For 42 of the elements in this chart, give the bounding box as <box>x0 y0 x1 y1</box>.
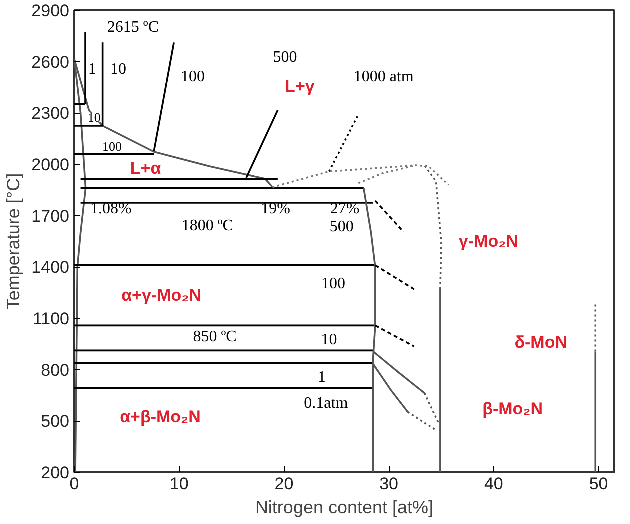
y-tick-label: 2600 <box>32 52 70 72</box>
annotation: α+γ-Mo₂N <box>122 286 202 306</box>
annotation: 500 <box>330 218 354 236</box>
annotation: γ-Mo₂N <box>458 232 518 251</box>
y-tick-label: 2900 <box>32 2 70 20</box>
x-axis-title: Nitrogen content [at%] <box>255 498 434 518</box>
y-tick-label: 1700 <box>32 206 70 226</box>
y-tick-label: 2000 <box>32 156 70 174</box>
annotation: 100 <box>321 276 346 293</box>
annotation: 100 <box>102 139 122 154</box>
y-tick-label: 1400 <box>32 258 70 278</box>
annotation: 1000 atm <box>354 68 414 86</box>
annotation: 1800 ºC <box>182 218 234 235</box>
annotation: 2615 ºC <box>107 19 160 36</box>
annotation: β-Mo₂N <box>482 400 544 419</box>
annotation: 1.08% <box>90 200 132 218</box>
annotation: α+β-Mo₂N <box>120 408 201 427</box>
annotation: δ-MoN <box>514 332 568 352</box>
annotation: 10 <box>110 61 127 78</box>
x-tick-label: 10 <box>170 474 189 494</box>
annotation: 19% <box>261 200 290 218</box>
y-tick-label: 800 <box>41 360 70 380</box>
annotation: 1 <box>88 61 96 78</box>
annotation: L+α <box>130 159 162 178</box>
annotation: 1 <box>318 369 326 386</box>
y-tick-label: 2300 <box>32 104 70 124</box>
y-tick-label: 500 <box>41 412 70 432</box>
annotation: 10 <box>88 110 101 125</box>
y-axis-title: Temperature [°C] <box>4 173 24 310</box>
annotation: L+γ <box>285 76 316 96</box>
x-tick-label: 40 <box>484 474 504 494</box>
annotation: 100 <box>180 68 205 86</box>
annotation: 850 ºC <box>193 328 237 346</box>
x-tick-label: 0 <box>70 474 80 494</box>
y-tick-label: 1100 <box>32 310 70 328</box>
y-tick-label: 200 <box>41 464 70 482</box>
x-tick-label: 20 <box>274 474 294 494</box>
x-tick-label: 30 <box>380 474 399 494</box>
annotation: 500 <box>273 48 298 66</box>
x-tick-label: 50 <box>589 474 608 494</box>
annotation: 10 <box>321 332 338 349</box>
annotation: 0.1atm <box>304 395 349 412</box>
